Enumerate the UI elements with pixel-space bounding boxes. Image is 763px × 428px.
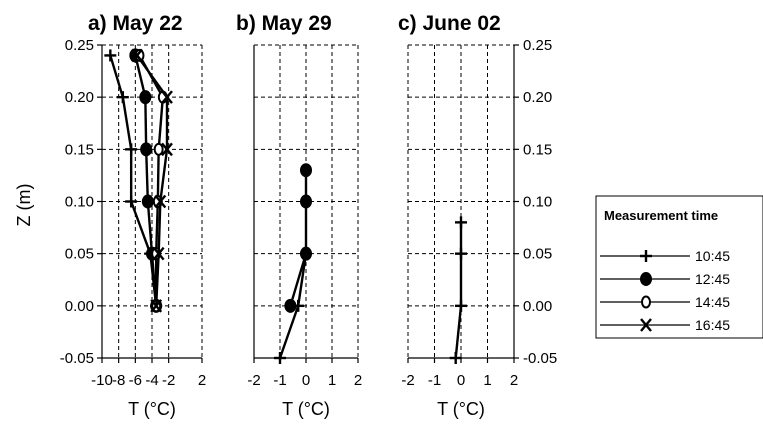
series-1045 [449,216,467,364]
data-point [300,194,312,209]
x-axis-label: T (°C) [128,399,176,419]
x-tick-label: 0 [302,372,310,389]
data-point [140,142,153,157]
legend-label: 16:45 [695,317,730,333]
series-line [454,222,463,359]
legend-item: 16:45 [600,317,730,333]
panel-3: c) June 02 -2 -1 0 1 2 -0.05 0.00 0.05 0.10 0.15 0.… [398,12,557,419]
x-tick-label: -2 [247,372,260,389]
panel-title: c) June 02 [398,12,501,35]
x-tick-label: 1 [328,372,336,389]
y-tick-label: 0.20 [523,89,552,106]
y-tick-label: 0.25 [65,37,94,54]
y-tick-label: 0.05 [65,246,94,263]
legend-marker-b [640,318,652,332]
data-point [153,142,164,156]
x-tick-label: 2 [198,372,206,389]
series-line [289,170,308,307]
legend-label: 12:45 [695,271,730,287]
series-line [109,55,158,306]
panel-1: a) May 22 -10 -8 -6 -4 -2 2 -0.05 0.00 0.05 0.10 0.… [60,12,206,419]
x-tick-label: 0 [457,372,465,389]
legend-label: 14:45 [695,294,730,310]
data-point-b [131,48,143,63]
panels: a) May 22-10 -8 -6 -4 -2 2-0.050.000.050.100.… [60,12,557,419]
data-point [300,163,312,178]
x-tick-label: -10 [91,372,113,389]
y-tick-label: 0.15 [65,141,94,158]
y-tick-label: -0.05 [60,350,94,367]
legend-label: 10:45 [695,248,730,264]
data-point-b [154,194,167,209]
series-line [134,55,158,306]
x-tick-label: -1 [273,372,286,389]
y-tick-label: 0.15 [523,141,552,158]
y-tick-label: 0.00 [523,298,552,315]
y-tick-label: 0.00 [65,298,94,315]
x-tick-label: 1 [483,372,491,389]
data-point [139,90,152,105]
data-point-b [161,90,173,104]
data-point [300,246,312,261]
legend-title: Measurement time [604,208,718,223]
x-tick-label: -8 [112,372,125,389]
data-point [284,298,297,313]
x-tick-label: 2 [510,372,518,389]
x-tick-label: -2 [162,372,175,389]
series-1245 [284,163,312,313]
series-1245 [129,48,163,313]
panel-title: b) May 29 [236,12,332,35]
legend-box [595,195,763,339]
data-point-b [150,299,163,313]
series-1445 [134,48,168,313]
legend: Measurement time 10:45 12:45 14:45 16:45 [595,195,763,339]
x-tick-label: -4 [145,372,158,389]
y-tick-label: -0.05 [523,350,557,367]
y-tick-label: 0.25 [523,37,552,54]
y-axis-label: Z (m) [14,184,34,227]
series-line [138,54,165,306]
panel-title: a) May 22 [88,12,183,35]
panel-2: b) May 29 -2 -1 0 1 2 T (°C) [236,12,362,419]
data-point-b [152,246,165,261]
series-1645 [131,48,173,313]
series-line [136,54,169,306]
legend-item: 14:45 [600,294,730,310]
legend-item: 12:45 [600,271,730,287]
legend-marker [641,295,651,309]
data-point [141,194,154,209]
x-axis-label: T (°C) [437,399,485,419]
data-point-b [161,142,173,157]
legend-item: 10:45 [600,248,730,264]
x-tick-label: -1 [428,372,441,389]
legend-marker [640,272,652,286]
x-tick-label: -2 [401,372,414,389]
x-tick-label: 2 [354,372,362,389]
y-tick-label: 0.10 [65,194,94,211]
x-axis-label: T (°C) [282,399,330,419]
x-tick-label: -6 [129,372,142,389]
y-tick-label: 0.05 [523,246,552,263]
y-tick-label: 0.20 [65,89,94,106]
y-tick-label: 0.10 [523,194,552,211]
